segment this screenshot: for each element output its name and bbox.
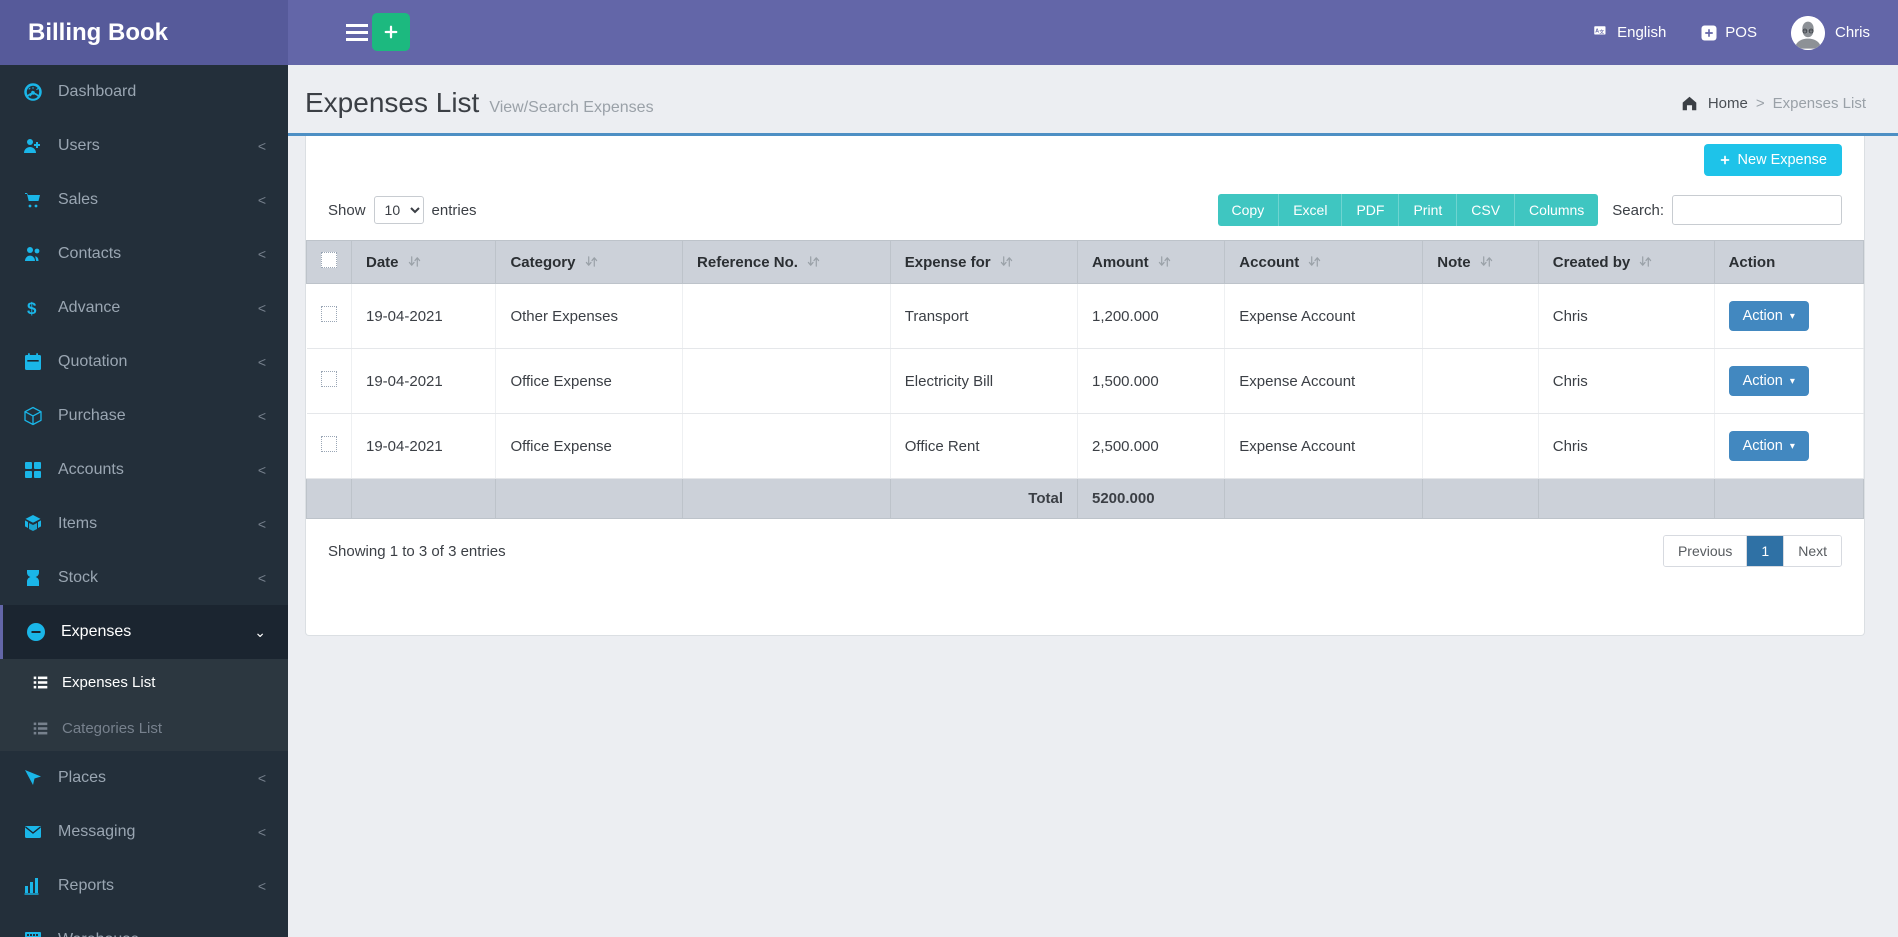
svg-text:$: $ [27, 299, 37, 318]
svg-text:文: 文 [1600, 28, 1605, 35]
svg-text:A: A [1595, 28, 1599, 34]
